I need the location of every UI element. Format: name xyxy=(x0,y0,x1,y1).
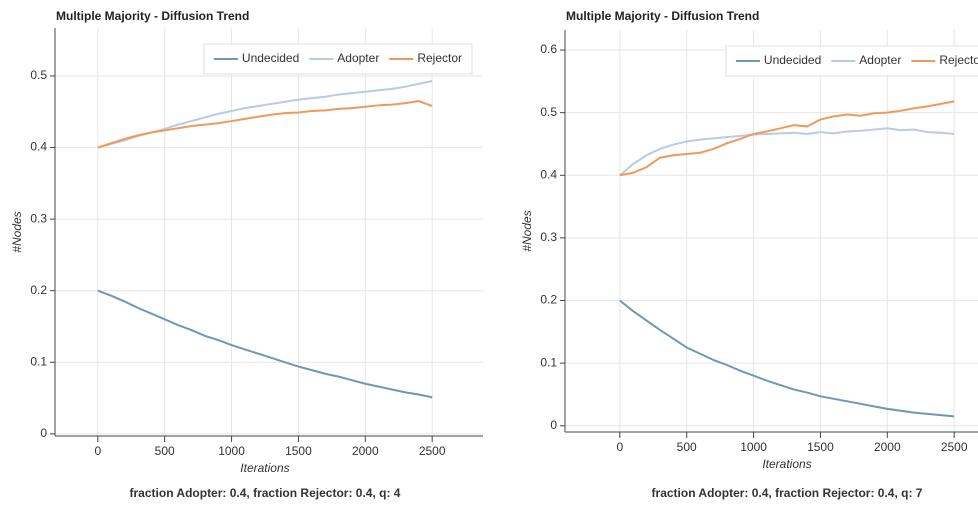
caption: fraction Adopter: 0.4, fraction Rejector… xyxy=(652,486,923,500)
x-tick-label: 500 xyxy=(677,440,697,454)
y-axis-label: #Nodes xyxy=(10,211,24,252)
x-tick-label: 1000 xyxy=(218,444,245,458)
chart-title: Multiple Majority - Diffusion Trend xyxy=(56,9,249,23)
x-tick-label: 1000 xyxy=(740,440,767,454)
y-tick-label: 0 xyxy=(550,418,557,432)
legend-box xyxy=(203,43,473,75)
chart-title: Multiple Majority - Diffusion Trend xyxy=(566,9,759,23)
x-axis-label: Iterations xyxy=(762,457,811,471)
chart: Multiple Majority - Diffusion Trend 0 0.1 0… xyxy=(520,9,978,500)
y-tick-label: 0.4 xyxy=(30,140,47,154)
x-axis-label: Iterations xyxy=(240,461,289,475)
series-line xyxy=(97,79,433,149)
y-tick-label: 0.1 xyxy=(30,354,47,368)
y-tick-label: 0.5 xyxy=(540,105,557,119)
series-line xyxy=(619,100,955,177)
legend: Undecided Adopter Rejector xyxy=(203,43,473,75)
x-tick-label: 2000 xyxy=(874,440,901,454)
legend: Undecided Adopter Rejector xyxy=(725,45,978,77)
y-axis-label: #Nodes xyxy=(520,210,534,251)
y-tick-label: 0.1 xyxy=(540,355,557,369)
chart: Multiple Majority - Diffusion Trend 0 0.1 0… xyxy=(10,9,483,500)
caption: fraction Adopter: 0.4, fraction Rejector… xyxy=(130,486,401,500)
y-tick-label: 0.5 xyxy=(30,68,47,82)
series-line xyxy=(97,99,433,149)
legend-label: Rejector xyxy=(417,51,462,65)
legend-label: Rejector xyxy=(939,53,978,67)
legend-label: Undecided xyxy=(764,53,821,67)
series-line xyxy=(97,289,433,399)
y-tick-label: 0.3 xyxy=(30,211,47,225)
x-tick-label: 2000 xyxy=(352,444,379,458)
x-tick-label: 500 xyxy=(155,444,175,458)
y-tick-label: 0.2 xyxy=(30,283,47,297)
y-tick-label: 0.6 xyxy=(540,42,557,56)
legend-label: Undecided xyxy=(242,51,299,65)
y-tick-label: 0.3 xyxy=(540,230,557,244)
series-line xyxy=(619,127,955,177)
x-tick-label: 0 xyxy=(94,444,101,458)
y-tick-label: 0.4 xyxy=(540,167,557,181)
x-tick-label: 1500 xyxy=(807,440,834,454)
legend-label: Adopter xyxy=(859,53,901,67)
x-tick-label: 2500 xyxy=(941,440,968,454)
x-tick-label: 2500 xyxy=(419,444,446,458)
x-tick-label: 0 xyxy=(616,440,623,454)
y-tick-label: 0.2 xyxy=(540,293,557,307)
legend-label: Adopter xyxy=(337,51,379,65)
series-line xyxy=(619,299,955,418)
y-tick-label: 0 xyxy=(40,426,47,440)
x-tick-label: 1500 xyxy=(285,444,312,458)
